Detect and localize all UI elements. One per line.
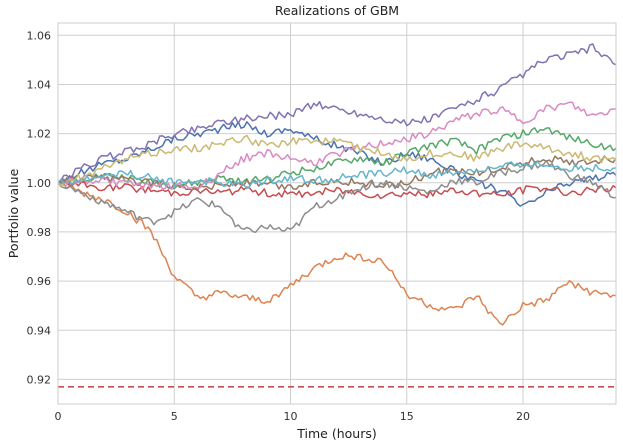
x-tick-label: 15 <box>400 410 414 423</box>
series-line-1 <box>57 121 617 207</box>
y-axis-label: Portfolio value <box>6 168 21 258</box>
x-tick-label: 0 <box>55 410 62 423</box>
y-tick-label: 0.92 <box>27 373 52 386</box>
y-tick-label: 0.98 <box>27 226 52 239</box>
grid <box>57 23 616 404</box>
y-tick-labels: 0.92 0.94 0.96 0.98 1.00 1.02 1.04 1.06 <box>27 29 52 386</box>
x-tick-label: 5 <box>171 410 178 423</box>
series-line-2 <box>57 179 617 326</box>
x-axis-label: Time (hours) <box>296 426 376 441</box>
y-tick-label: 1.06 <box>27 29 52 42</box>
series-line-3 <box>57 127 617 190</box>
x-tick-label: 20 <box>516 410 530 423</box>
y-tick-label: 1.00 <box>27 177 52 190</box>
series-line-4 <box>57 179 617 200</box>
series-line-6 <box>58 155 617 192</box>
plot-frame <box>57 22 617 405</box>
y-tick-label: 0.96 <box>27 275 52 288</box>
y-tick-label: 0.94 <box>27 324 52 337</box>
y-tick-label: 1.04 <box>27 78 52 91</box>
series-line-8 <box>57 159 617 234</box>
x-tick-labels: 0 5 10 15 20 <box>55 410 531 423</box>
series-group <box>57 43 617 326</box>
series-line-10 <box>57 160 617 190</box>
y-tick-label: 1.02 <box>27 128 52 141</box>
series-line-7 <box>57 101 616 191</box>
series-line-9 <box>57 134 617 187</box>
series-line-5 <box>57 43 617 184</box>
chart-title: Realizations of GBM <box>275 3 399 18</box>
x-tick-label: 10 <box>284 410 298 423</box>
